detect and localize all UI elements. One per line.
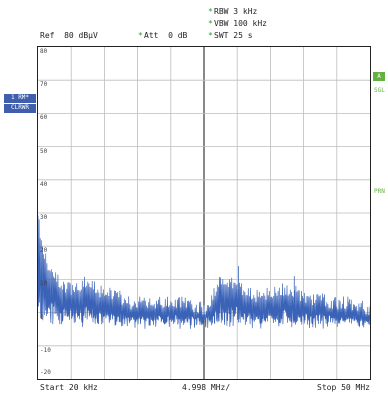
vbw-label: VBW 100 kHz: [214, 19, 267, 28]
stop-frequency-label: Stop 50 MHz: [317, 383, 370, 392]
y-tick-label: 0: [40, 313, 44, 321]
attenuation-label: Att 0 dB: [144, 31, 188, 40]
y-tick-label: 50: [40, 147, 48, 155]
trace-a-box[interactable]: A: [373, 72, 385, 81]
trace-mode-box[interactable]: 1 RM*: [4, 94, 36, 103]
trace-layer: [38, 215, 370, 329]
preset-indicator: PRN: [374, 188, 385, 195]
y-tick-label: -20: [40, 369, 51, 376]
trace-detector-label: CLRWR: [10, 104, 30, 111]
y-tick-label: 60: [40, 114, 48, 122]
spectrum-svg: [38, 47, 370, 379]
swt-star: *: [208, 31, 213, 40]
sweep-time-label: SWT 25 s: [214, 31, 253, 40]
rbw-star: *: [208, 7, 213, 16]
spectrum-trace: [38, 215, 370, 329]
rbw-label: RBW 3 kHz: [214, 7, 258, 16]
vbw-star: *: [208, 19, 213, 28]
ref-level-label: Ref 80 dBµV: [40, 31, 98, 40]
span-per-division-label: 4.998 MHz/: [182, 383, 231, 392]
att-star: *: [138, 31, 143, 40]
y-tick-label: 80: [40, 48, 48, 55]
y-tick-label: 10: [40, 280, 48, 288]
trace-a-label: A: [377, 73, 381, 80]
single-sweep-indicator: SGL: [374, 87, 385, 94]
grid: [38, 47, 370, 379]
spectrum-plot[interactable]: 80 70 60 50 40 30 20 10 0 -10 -20: [37, 46, 371, 380]
y-tick-label: 30: [40, 214, 48, 221]
trace-detector-box[interactable]: CLRWR: [4, 104, 36, 113]
trace-mode-label: 1 RM*: [10, 94, 30, 101]
y-tick-label: -10: [40, 346, 51, 354]
y-tick-label: 40: [40, 180, 48, 188]
y-tick-label: 20: [40, 247, 48, 255]
start-frequency-label: Start 20 kHz: [40, 383, 98, 392]
y-tick-label: 70: [40, 81, 48, 89]
